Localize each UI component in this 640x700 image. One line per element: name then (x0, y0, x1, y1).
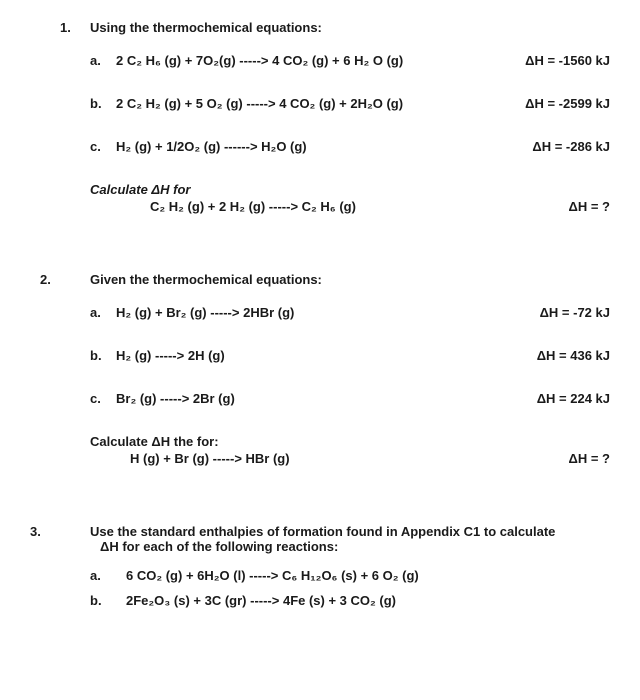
q1-part-b: b. 2 C₂ H₂ (g) + 5 O₂ (g) -----> 4 CO₂ (… (90, 96, 610, 111)
q2-part-b: b. H₂ (g) -----> 2H (g) ΔH = 436 kJ (90, 348, 610, 363)
q1-stem: Using the thermochemical equations: (90, 20, 610, 35)
question-1: 1. Using the thermochemical equations: a… (60, 20, 610, 242)
equation-text: 2 C₂ H₂ (g) + 5 O₂ (g) -----> 4 CO₂ (g) … (116, 96, 517, 111)
q3-part-a: a. 6 CO₂ (g) + 6H₂O (l) -----> C₆ H₁₂O₆ … (90, 568, 610, 583)
equation-text: H₂ (g) + Br₂ (g) -----> 2HBr (g) (116, 305, 532, 320)
q3-stem-line1: Use the standard enthalpies of formation… (90, 524, 610, 539)
q2-number: 2. (40, 272, 90, 287)
q2-stem: Given the thermochemical equations: (90, 272, 610, 287)
equation-text: Br₂ (g) -----> 2Br (g) (116, 391, 529, 406)
delta-h: ΔH = -2599 kJ (517, 96, 610, 111)
q3-stem-line2: ΔH for each of the following reactions: (90, 539, 610, 554)
delta-h: ΔH = 224 kJ (529, 391, 610, 406)
question-2: 2. Given the thermochemical equations: a… (60, 272, 610, 494)
part-letter: a. (90, 305, 116, 320)
calc-equation: H (g) + Br (g) -----> HBr (g) (130, 451, 561, 466)
part-letter: b. (90, 593, 116, 608)
question-3: 3. Use the standard enthalpies of format… (60, 524, 610, 618)
equation-text: 2 C₂ H₆ (g) + 7O₂(g) -----> 4 CO₂ (g) + … (116, 53, 517, 68)
q2-calculate: Calculate ΔH the for: H (g) + Br (g) ---… (90, 434, 610, 466)
part-letter: c. (90, 139, 116, 154)
equation-text: H₂ (g) -----> 2H (g) (116, 348, 529, 363)
delta-h: ΔH = -72 kJ (532, 305, 610, 320)
q1-part-c: c. H₂ (g) + 1/2O₂ (g) ------> H₂O (g) ΔH… (90, 139, 610, 154)
equation-text: H₂ (g) + 1/2O₂ (g) ------> H₂O (g) (116, 139, 524, 154)
q3-number: 3. (30, 524, 90, 539)
calc-label: Calculate ΔH the for: (90, 434, 610, 449)
equation-text: 2Fe₂O₃ (s) + 3C (gr) -----> 4Fe (s) + 3 … (116, 593, 610, 608)
part-letter: c. (90, 391, 116, 406)
calc-equation: C₂ H₂ (g) + 2 H₂ (g) -----> C₂ H₆ (g) (150, 199, 561, 214)
part-letter: a. (90, 53, 116, 68)
q3-part-b: b. 2Fe₂O₃ (s) + 3C (gr) -----> 4Fe (s) +… (90, 593, 610, 608)
q1-calculate: Calculate ΔH for C₂ H₂ (g) + 2 H₂ (g) --… (90, 182, 610, 214)
part-letter: b. (90, 348, 116, 363)
delta-h: ΔH = 436 kJ (529, 348, 610, 363)
q2-part-a: a. H₂ (g) + Br₂ (g) -----> 2HBr (g) ΔH =… (90, 305, 610, 320)
q1-number: 1. (60, 20, 90, 35)
delta-h: ΔH = ? (561, 451, 611, 466)
delta-h: ΔH = ? (561, 199, 611, 214)
calc-label: Calculate ΔH for (90, 182, 610, 197)
equation-text: 6 CO₂ (g) + 6H₂O (l) -----> C₆ H₁₂O₆ (s)… (116, 568, 610, 583)
part-letter: b. (90, 96, 116, 111)
q2-part-c: c. Br₂ (g) -----> 2Br (g) ΔH = 224 kJ (90, 391, 610, 406)
delta-h: ΔH = -286 kJ (524, 139, 610, 154)
part-letter: a. (90, 568, 116, 583)
worksheet-page: 1. Using the thermochemical equations: a… (0, 0, 640, 668)
delta-h: ΔH = -1560 kJ (517, 53, 610, 68)
q1-part-a: a. 2 C₂ H₆ (g) + 7O₂(g) -----> 4 CO₂ (g)… (90, 53, 610, 68)
